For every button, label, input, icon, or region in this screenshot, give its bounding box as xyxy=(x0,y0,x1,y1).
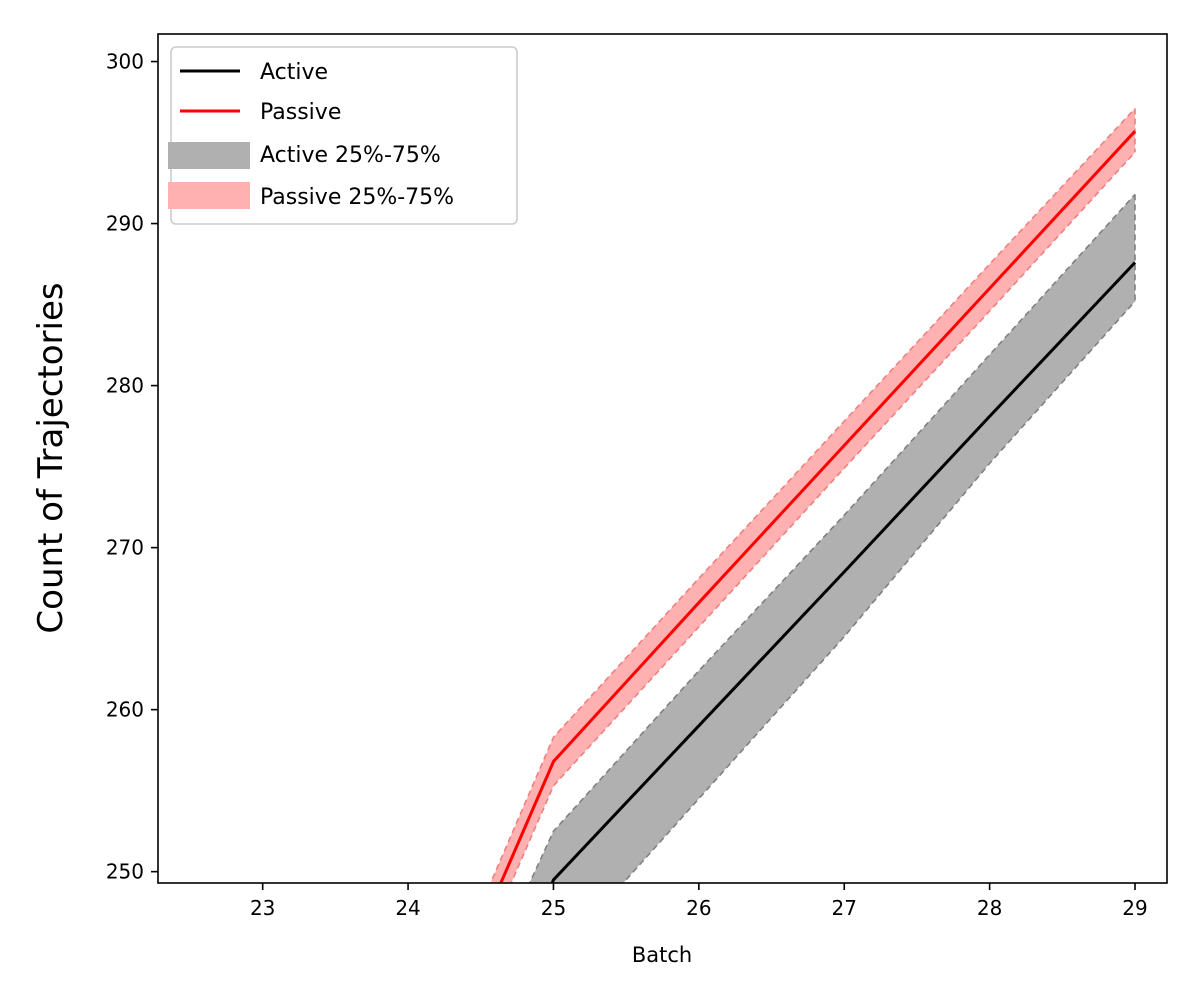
active-25-75-upper-edge xyxy=(528,193,1136,883)
y-tick-label: 300 xyxy=(106,50,144,74)
y-tick-label: 250 xyxy=(106,860,144,884)
x-tick-label: 24 xyxy=(395,896,420,920)
x-axis: 23 24 25 26 27 28 29 xyxy=(250,883,1148,920)
legend-swatch-active-band xyxy=(168,142,250,169)
axes-frame xyxy=(157,33,1168,884)
lines-layer xyxy=(499,130,1137,883)
bands-layer xyxy=(489,107,1136,883)
legend: Active Passive Active 25%-75% Passive 25… xyxy=(168,46,518,225)
passive-line xyxy=(499,130,1137,883)
active-25-75-band xyxy=(529,194,1135,883)
y-axis-label: Count of Trajectories xyxy=(31,282,71,633)
legend-label-passive: Passive xyxy=(260,100,341,125)
x-tick-label: 26 xyxy=(686,896,711,920)
x-tick-label: 27 xyxy=(832,896,857,920)
x-tick-label: 29 xyxy=(1122,896,1147,920)
legend-label-active-band: Active 25%-75% xyxy=(260,143,441,168)
active-line xyxy=(550,261,1137,883)
x-tick-label: 28 xyxy=(977,896,1002,920)
legend-swatch-passive-band xyxy=(168,182,250,209)
legend-box xyxy=(170,46,518,225)
passive-25-75-band xyxy=(490,108,1135,883)
y-tick-label: 270 xyxy=(106,536,144,560)
y-tick-label: 260 xyxy=(106,698,144,722)
x-tick-label: 25 xyxy=(541,896,566,920)
x-tick-label: 23 xyxy=(250,896,275,920)
legend-label-active: Active xyxy=(260,60,328,85)
y-tick-label: 290 xyxy=(106,212,144,236)
legend-label-passive-band: Passive 25%-75% xyxy=(260,185,454,210)
x-axis-label: Batch xyxy=(632,943,692,967)
y-tick-label: 280 xyxy=(106,374,144,398)
passive-25-75-upper-edge xyxy=(489,107,1136,883)
active-25-75-lower-edge xyxy=(622,300,1136,883)
y-axis: 250 260 270 280 290 300 xyxy=(106,50,158,884)
